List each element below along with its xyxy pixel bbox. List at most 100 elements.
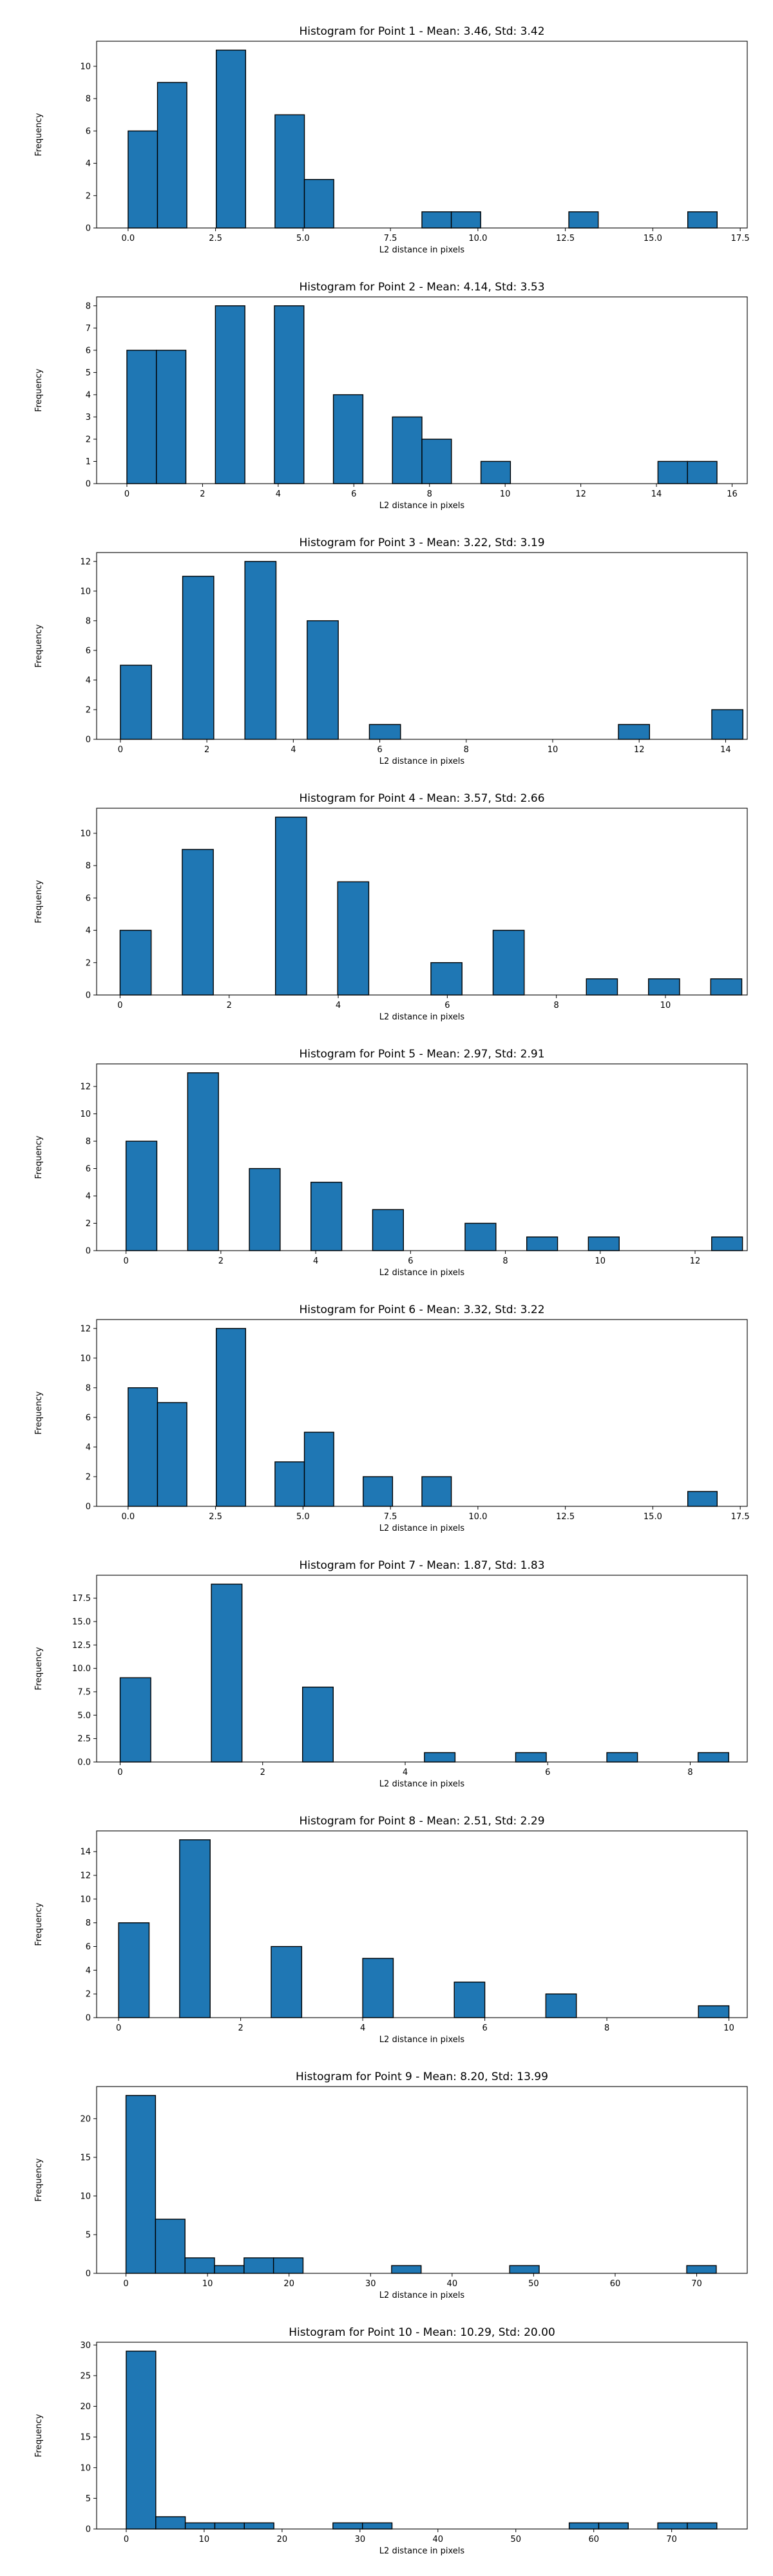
x-tick-label: 70: [691, 2279, 702, 2289]
histogram-bar: [392, 416, 423, 484]
histogram-panel-5: Histogram for Point 5 - Mean: 2.97, Std:…: [34, 1048, 748, 1278]
histogram-bar: [215, 305, 245, 484]
y-tick-label: 5: [86, 368, 91, 378]
x-tick-label: 0: [124, 2535, 129, 2544]
plot-frame: [96, 1063, 748, 1251]
x-tick-label: 2: [227, 1001, 232, 1010]
histogram-bar: [606, 1752, 638, 1763]
y-tick-label: 2: [86, 958, 91, 968]
y-axis-label: Frequency: [34, 880, 44, 923]
histogram-bar: [515, 1752, 547, 1763]
x-tick-label: 2.5: [209, 234, 222, 243]
x-tick-label: 20: [277, 2535, 288, 2544]
histogram-bar: [187, 1072, 219, 1251]
histogram-bar: [272, 2257, 304, 2274]
histogram-bar: [698, 2005, 730, 2018]
x-axis-label: L2 distance in pixels: [379, 1524, 465, 1533]
x-tick-label: 5.0: [296, 234, 310, 243]
chart-title: Histogram for Point 10 - Mean: 10.29, St…: [289, 2326, 555, 2339]
plot-frame: [96, 552, 748, 740]
y-tick-label: 30: [80, 2341, 91, 2351]
y-tick-label: 4: [86, 1966, 91, 1976]
histogram-panel-10: Histogram for Point 10 - Mean: 10.29, St…: [34, 2326, 748, 2556]
y-tick-label: 15: [80, 2153, 91, 2163]
x-tick-label: 8: [502, 1256, 508, 1266]
y-tick-label: 8: [86, 616, 91, 626]
histogram-bar: [184, 2257, 215, 2274]
histogram-bar: [586, 978, 618, 996]
histogram-bar: [687, 1491, 718, 1507]
y-tick-label: 0: [86, 2269, 91, 2279]
histogram-bar: [274, 1461, 305, 1507]
histogram-bar: [710, 978, 743, 996]
x-tick-label: 2.5: [209, 1512, 222, 1522]
y-tick-label: 12: [80, 1324, 91, 1334]
histogram-bar: [687, 460, 718, 484]
x-tick-label: 12: [634, 745, 645, 755]
x-axis-label: L2 distance in pixels: [379, 245, 465, 255]
histogram-bar: [182, 576, 215, 740]
y-tick-label: 3: [86, 413, 91, 422]
histogram-panel-2: Histogram for Point 2 - Mean: 4.14, Std:…: [34, 281, 748, 511]
chart-title: Histogram for Point 6 - Mean: 3.32, Std:…: [299, 1303, 544, 1316]
x-tick-label: 0: [123, 2279, 128, 2289]
histogram-bar: [249, 1168, 281, 1251]
x-tick-label: 4: [403, 1768, 408, 1777]
y-tick-label: 10: [80, 1895, 91, 1904]
x-tick-label: 4: [336, 1001, 341, 1010]
y-axis-label: Frequency: [34, 2414, 44, 2457]
y-tick-label: 5: [86, 2494, 91, 2504]
y-tick-label: 8: [86, 95, 91, 104]
histogram-bar: [337, 881, 370, 996]
histogram-bar: [307, 620, 339, 740]
histogram-bar: [271, 1946, 303, 2018]
histogram-bar: [421, 439, 452, 484]
x-tick-label: 50: [510, 2535, 521, 2544]
y-tick-label: 4: [86, 1192, 91, 1202]
x-tick-label: 0: [124, 1256, 129, 1266]
x-tick-label: 30: [365, 2279, 376, 2289]
x-tick-label: 12: [575, 489, 586, 499]
y-axis-label: Frequency: [34, 1647, 44, 1690]
y-axis-label: Frequency: [34, 1902, 44, 1946]
histogram-bar: [368, 724, 401, 740]
histogram-bar: [214, 2265, 245, 2274]
x-tick-label: 10: [500, 489, 511, 499]
histogram-bar: [421, 211, 452, 229]
histogram-bar: [568, 211, 599, 229]
histogram-bar: [303, 1432, 334, 1507]
x-tick-label: 60: [588, 2535, 599, 2544]
x-tick-label: 10: [199, 2535, 210, 2544]
histogram-panel-9: Histogram for Point 9 - Mean: 8.20, Std:…: [34, 2070, 748, 2300]
x-tick-label: 4: [360, 2023, 365, 2033]
histogram-bar: [184, 2522, 216, 2530]
x-tick-label: 4: [291, 745, 296, 755]
x-tick-label: 10: [202, 2279, 213, 2289]
x-tick-label: 10.0: [468, 234, 487, 243]
x-tick-label: 2: [260, 1768, 265, 1777]
x-tick-label: 2: [218, 1256, 224, 1266]
x-tick-label: 4: [313, 1256, 318, 1266]
y-tick-label: 5: [86, 2230, 91, 2240]
chart-title: Histogram for Point 3 - Mean: 3.22, Std:…: [299, 536, 544, 549]
x-axis-label: L2 distance in pixels: [379, 1268, 465, 1278]
histogram-bar: [587, 1236, 620, 1251]
histogram-bar: [119, 1677, 151, 1763]
histogram-bar: [274, 817, 307, 996]
x-tick-label: 20: [283, 2279, 294, 2289]
y-tick-label: 8: [86, 1137, 91, 1147]
histogram-bar: [430, 962, 463, 996]
y-tick-label: 4: [86, 676, 91, 685]
histogram-bar: [480, 460, 511, 484]
chart-title: Histogram for Point 7 - Mean: 1.87, Std:…: [299, 1559, 544, 1572]
y-tick-label: 10: [80, 829, 91, 838]
histogram-bar: [598, 2522, 629, 2530]
histogram-bar: [216, 1328, 247, 1507]
x-tick-label: 8: [554, 1001, 559, 1010]
plot-frame: [96, 808, 748, 996]
y-tick-label: 2: [86, 705, 91, 715]
y-tick-label: 12: [80, 1083, 91, 1092]
histogram-panel-6: Histogram for Point 6 - Mean: 3.32, Std:…: [34, 1303, 750, 1533]
y-tick-label: 0: [86, 1247, 91, 1256]
y-axis-label: Frequency: [34, 1135, 44, 1179]
